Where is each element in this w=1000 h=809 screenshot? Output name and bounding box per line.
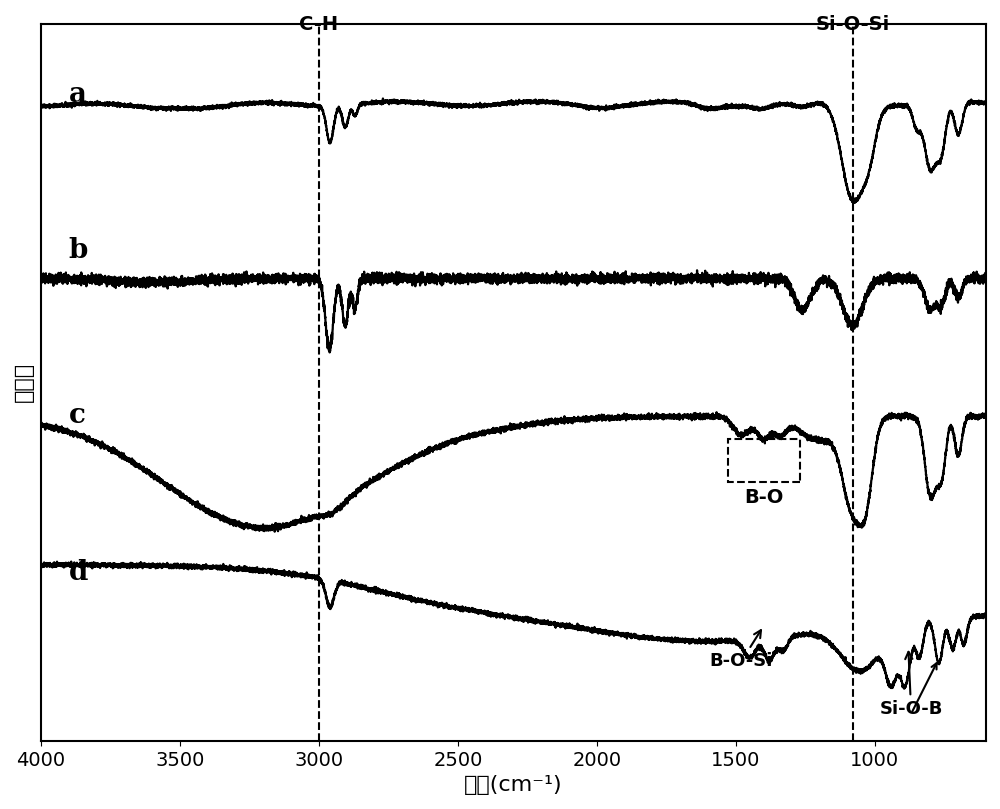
Text: b: b [69,237,88,265]
Text: Si-O-B: Si-O-B [879,652,943,718]
Text: c: c [69,402,86,429]
Text: B-O-Si: B-O-Si [710,630,773,670]
Text: Si-O-Si: Si-O-Si [816,15,890,34]
X-axis label: 波数(cm⁻¹): 波数(cm⁻¹) [464,775,563,795]
Bar [728,439,800,482]
Text: C-H: C-H [299,15,338,34]
Y-axis label: 透过率: 透过率 [14,362,34,402]
Text: B-O: B-O [744,489,783,507]
Text: d: d [69,558,88,586]
Text: a: a [69,81,87,108]
